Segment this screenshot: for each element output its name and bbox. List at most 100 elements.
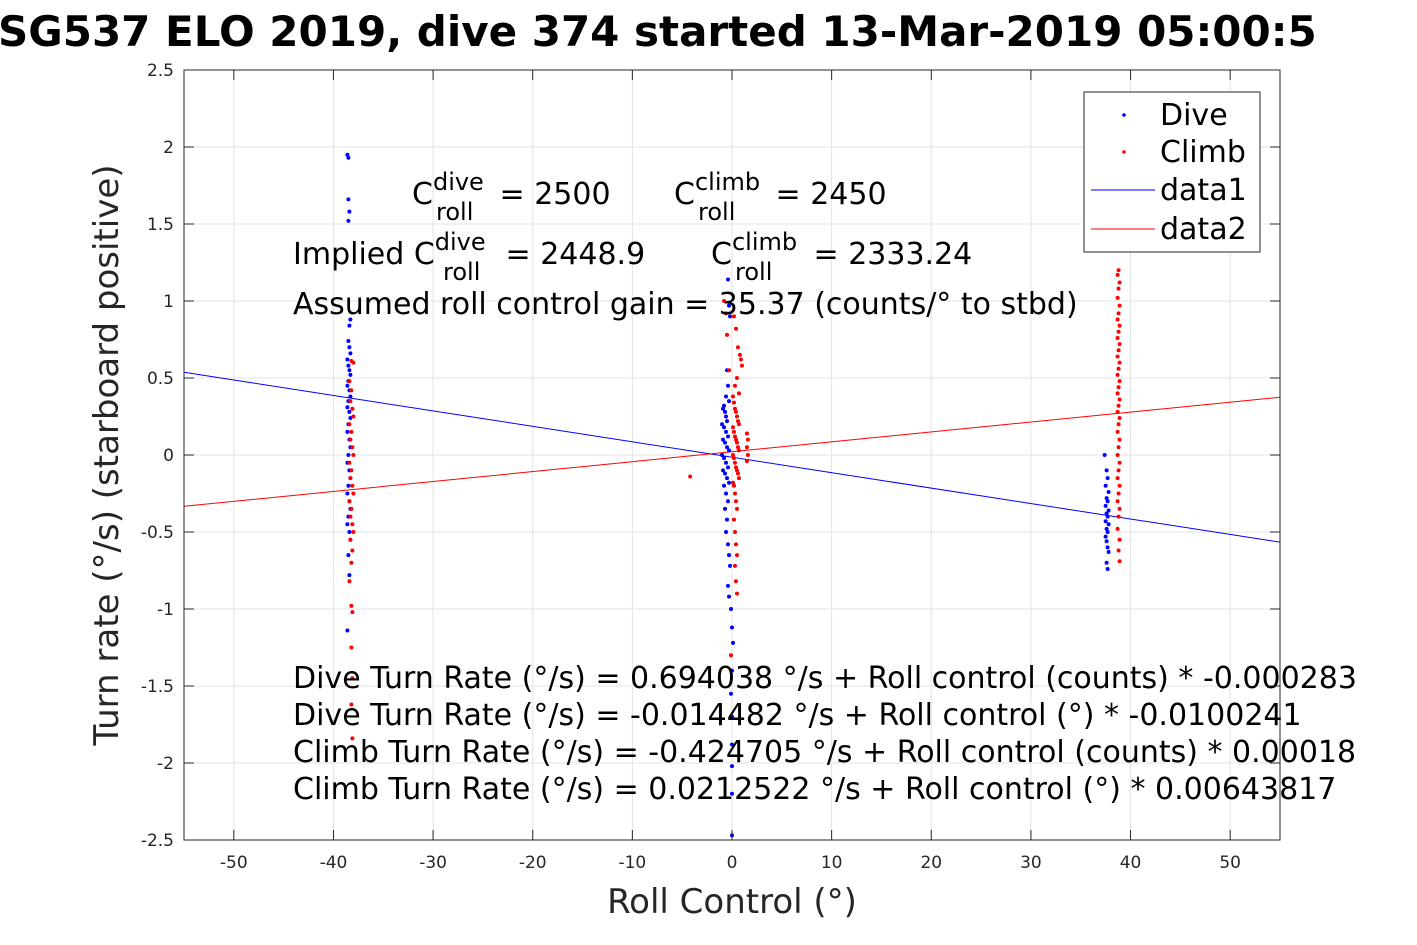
- fit-line-data2: [183, 396, 1281, 507]
- point-climb: [735, 345, 740, 350]
- legend-label-data1: data1: [1160, 173, 1247, 208]
- point-climb: [349, 645, 354, 650]
- point-climb: [734, 468, 739, 473]
- legend-item-dive: Dive: [1122, 98, 1228, 133]
- y-tick-label: 1.5: [147, 215, 174, 235]
- point-climb: [348, 399, 353, 404]
- legend-label-dive: Dive: [1160, 98, 1228, 133]
- point-dive: [727, 553, 732, 558]
- annotation-implied-c-roll: Implied Cdive roll = 2448.9 Cclimb roll = 2…: [293, 228, 972, 286]
- point-climb: [732, 434, 737, 439]
- point-climb: [732, 491, 737, 496]
- point-dive: [730, 714, 734, 719]
- point-climb: [351, 414, 356, 419]
- point-dive: [346, 155, 351, 160]
- point-climb: [347, 579, 352, 584]
- point-climb: [1115, 526, 1120, 531]
- point-dive: [1105, 499, 1110, 504]
- point-climb: [745, 453, 750, 457]
- annotation-fit-equations: Dive Turn Rate (°/s) = 0.694038 °/s + Ro…: [293, 661, 1357, 807]
- point-climb: [1117, 342, 1122, 347]
- x-tick-label: -30: [419, 853, 447, 873]
- y-tick-label: 1: [163, 292, 174, 312]
- point-climb: [350, 406, 355, 411]
- point-dive: [1106, 522, 1111, 527]
- point-dive: [348, 416, 353, 421]
- point-dive: [726, 499, 731, 504]
- point-climb: [350, 483, 355, 488]
- legend: Dive Climb data1 data2: [1083, 91, 1261, 253]
- point-climb: [350, 676, 355, 681]
- point-climb: [1117, 379, 1122, 384]
- point-dive: [727, 480, 732, 485]
- point-dive: [726, 383, 731, 388]
- point-dive: [346, 363, 351, 368]
- point-climb: [351, 491, 356, 496]
- x-tick-label: 50: [1219, 853, 1241, 873]
- point-dive: [1105, 476, 1110, 481]
- point-climb: [351, 453, 356, 457]
- point-climb: [739, 363, 744, 368]
- point-dive: [1105, 545, 1110, 550]
- point-climb: [727, 368, 732, 373]
- point-climb: [1115, 372, 1120, 377]
- point-climb: [1116, 403, 1121, 408]
- point-climb: [734, 440, 739, 445]
- point-dive: [347, 209, 352, 214]
- point-climb: [348, 537, 353, 542]
- x-tick-label: 10: [821, 853, 843, 873]
- legend-marker-climb: [1122, 150, 1126, 154]
- point-dive: [721, 406, 726, 411]
- point-dive: [723, 440, 728, 445]
- point-climb: [1115, 453, 1120, 457]
- point-dive: [723, 471, 728, 476]
- point-climb: [1117, 397, 1122, 402]
- point-dive: [346, 453, 351, 457]
- point-dive: [1103, 519, 1108, 524]
- y-tick-label: 2.5: [147, 61, 174, 81]
- point-dive: [348, 351, 353, 356]
- fit-equation-dive-degrees: Dive Turn Rate (°/s) = -0.014482 °/s + R…: [293, 698, 1302, 733]
- point-dive: [345, 383, 350, 388]
- point-climb: [1115, 295, 1120, 300]
- fit-equation-dive-counts: Dive Turn Rate (°/s) = 0.694038 °/s + Ro…: [293, 661, 1357, 696]
- point-dive: [724, 530, 729, 534]
- point-climb: [731, 517, 736, 522]
- fit-line-data1: [183, 371, 1281, 543]
- y-tick-label: 0.5: [147, 369, 174, 389]
- y-axis-title: Turn rate (°/s) (starboard positive): [87, 164, 127, 746]
- x-tick-label: -10: [618, 853, 646, 873]
- point-climb: [1116, 445, 1121, 450]
- point-climb: [731, 400, 736, 405]
- point-climb: [1117, 460, 1122, 465]
- point-climb: [347, 379, 352, 384]
- point-dive: [1103, 534, 1108, 539]
- point-climb: [733, 542, 738, 547]
- point-dive: [726, 277, 731, 282]
- point-dive: [345, 152, 350, 157]
- point-climb: [736, 391, 741, 396]
- point-climb: [1116, 422, 1121, 427]
- point-dive: [725, 517, 730, 522]
- point-climb: [738, 357, 743, 362]
- point-climb: [1117, 506, 1122, 511]
- point-dive: [722, 425, 727, 430]
- point-dive: [1104, 496, 1109, 501]
- point-climb: [349, 506, 354, 511]
- point-climb: [349, 429, 354, 434]
- point-climb: [350, 548, 355, 553]
- point-climb: [733, 465, 738, 470]
- point-climb: [1117, 360, 1122, 365]
- point-climb: [350, 736, 355, 741]
- point-dive: [345, 628, 350, 633]
- point-climb: [349, 560, 354, 565]
- point-dive: [348, 317, 353, 322]
- point-dive: [1103, 483, 1108, 488]
- point-climb: [730, 453, 735, 457]
- point-dive: [346, 553, 351, 558]
- point-climb: [348, 476, 353, 481]
- point-dive: [722, 456, 727, 461]
- point-dive: [346, 339, 351, 344]
- axis-ticks: -50 -40 -30 -20 -10 0 10 20 30 40 50-2.5-2-1.5-1-0…: [141, 61, 1280, 873]
